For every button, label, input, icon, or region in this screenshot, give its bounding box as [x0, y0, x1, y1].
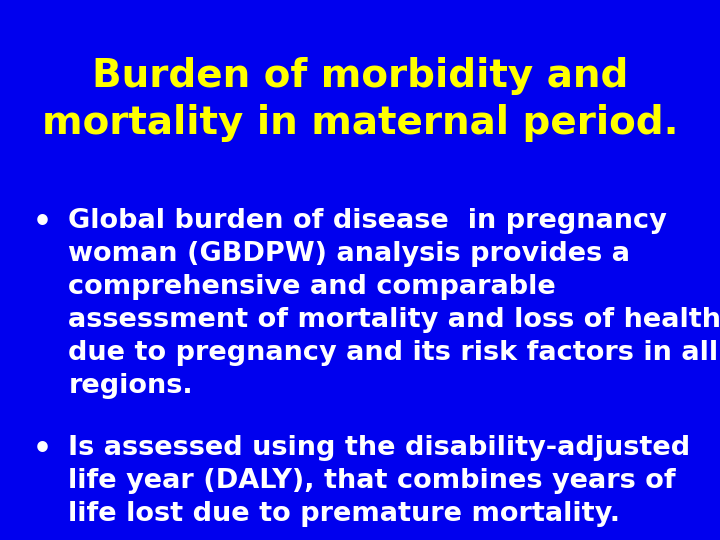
Text: Burden of morbidity and
mortality in maternal period.: Burden of morbidity and mortality in mat…	[42, 57, 678, 141]
Text: •: •	[32, 208, 51, 237]
Text: Global burden of disease  in pregnancy
woman (GBDPW) analysis provides a
compreh: Global burden of disease in pregnancy wo…	[68, 208, 720, 399]
Text: Is assessed using the disability-adjusted
life year (DALY), that combines years : Is assessed using the disability-adjuste…	[68, 435, 690, 526]
Text: •: •	[32, 435, 51, 464]
